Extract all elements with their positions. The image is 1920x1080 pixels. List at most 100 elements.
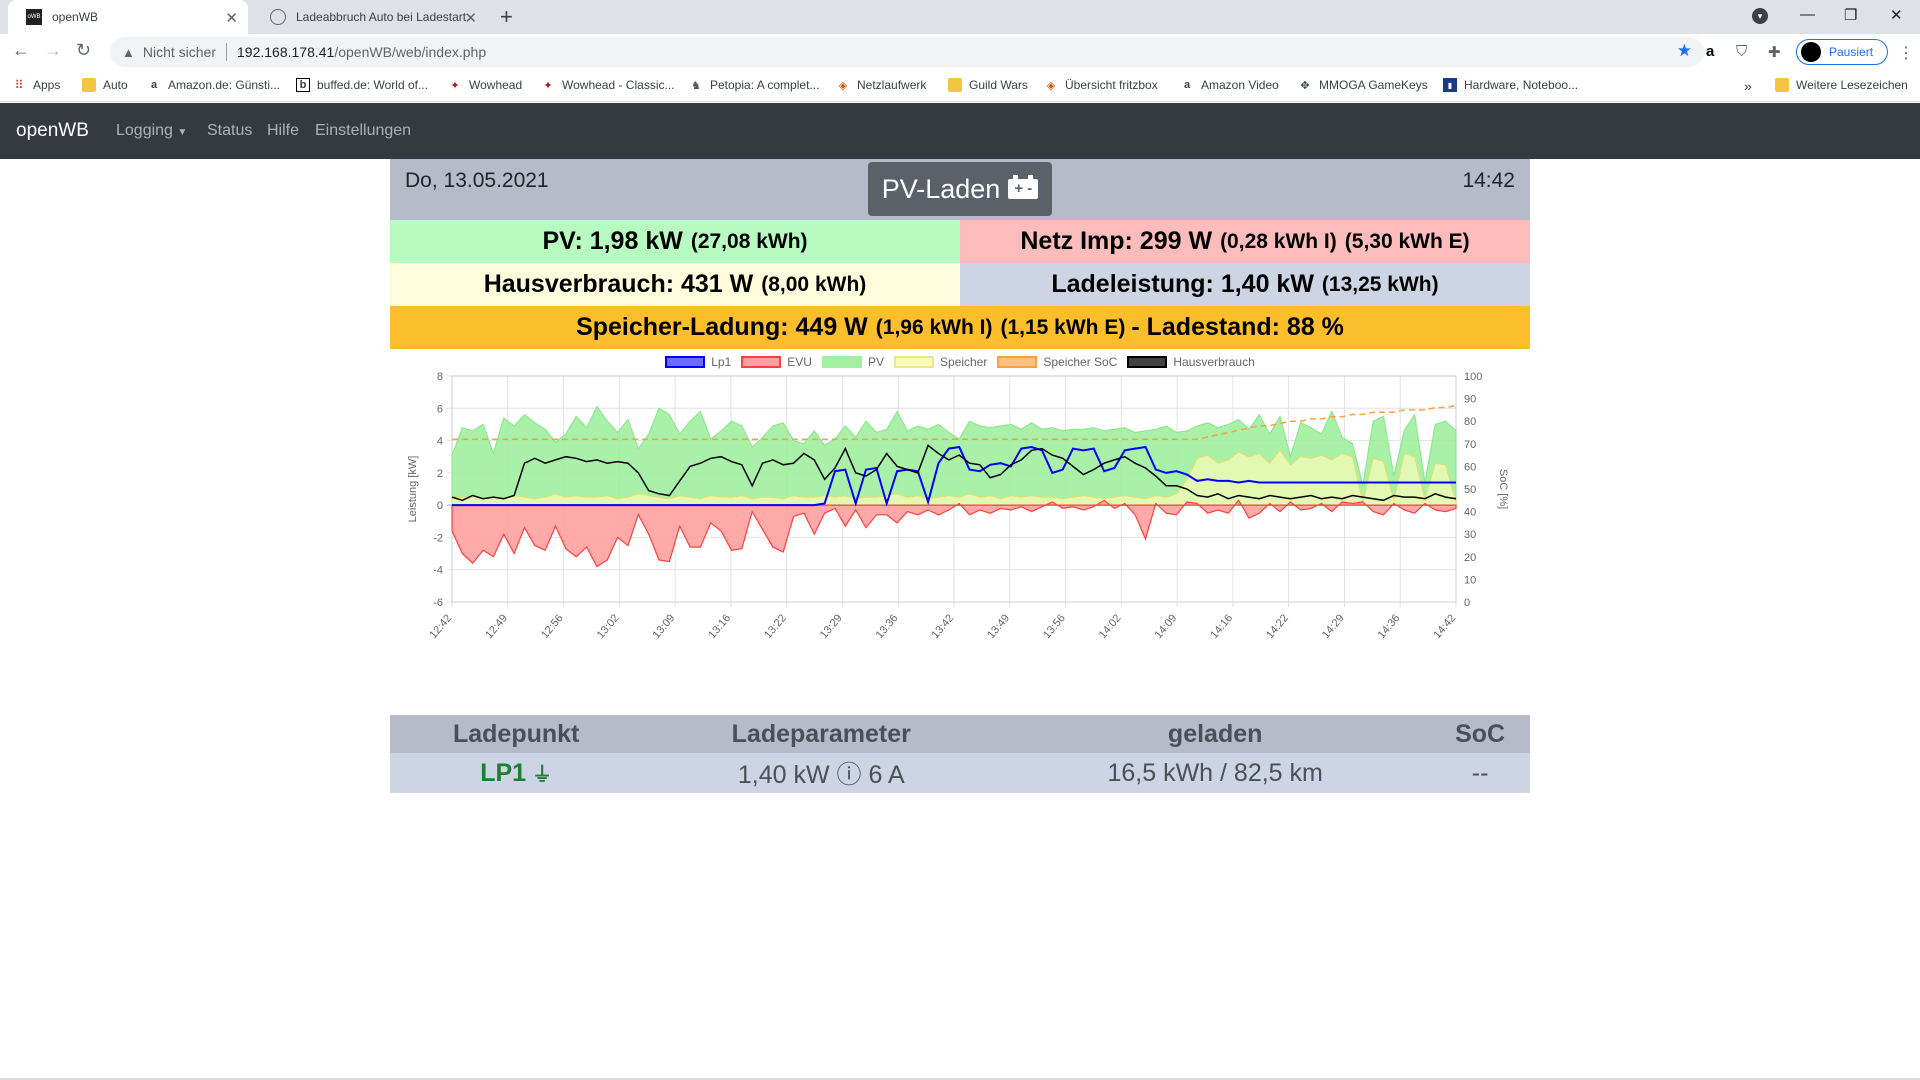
wowhead-icon: ✦ (543, 79, 553, 92)
bookmark-netzlaufwerk[interactable]: ◈ Netzlaufwerk (836, 78, 927, 92)
omnibox-divider (226, 43, 228, 61)
security-label[interactable]: Nicht sicher (142, 44, 217, 60)
bookmark-fritzbox[interactable]: ◈ Übersicht fritzbox (1044, 78, 1158, 92)
bookmarks-more-icon[interactable]: » (1744, 78, 1752, 94)
time-display: 14:42 (1462, 169, 1515, 192)
speicher-stat: Speicher-Ladung: 449 W (1,96 kWh I) (1,1… (390, 306, 1530, 349)
url-host[interactable]: 192.168.178.41 (237, 44, 335, 60)
speicher-power: Speicher-Ladung: 449 W (576, 313, 868, 341)
legend-item[interactable]: Speicher SoC (997, 355, 1117, 369)
bookmark-label: Petopia: A complet... (710, 78, 820, 92)
bookmark-label: Netzlaufwerk (857, 78, 927, 92)
legend-item[interactable]: PV (821, 355, 884, 369)
more-menu-icon[interactable]: ⋮ (1898, 45, 1914, 62)
close-icon[interactable]: ✕ (464, 10, 477, 27)
address-bar[interactable]: ▲ Nicht sicher 192.168.178.41 /openWB/we… (110, 37, 1704, 67)
tab-openwb[interactable]: oWB openWB ✕ (8, 0, 248, 34)
tab-search-icon[interactable]: ▾ (1752, 8, 1768, 24)
bookmark-star-icon[interactable]: ★ (1676, 41, 1692, 60)
lp-params[interactable]: 1,40 kW ⓘ 6 A (642, 753, 1001, 793)
netz-export: (5,30 kWh E) (1344, 229, 1470, 253)
reload-icon[interactable]: ↻ (76, 40, 92, 60)
nav-hilfe[interactable]: Hilfe (267, 122, 300, 139)
bookmark-mmoga[interactable]: ✥ MMOGA GameKeys (1298, 78, 1427, 92)
bookmark-label: Amazon Video (1201, 78, 1279, 92)
power-chart[interactable]: Lp1 EVU PV Speicher Speicher SoC Hausverbrauc… (390, 349, 1530, 715)
y2-tick-label: 100 (1464, 371, 1482, 383)
hardware-icon: ▮ (1443, 78, 1457, 92)
bookmark-amazon[interactable]: a Amazon.de: Günsti... (147, 78, 280, 92)
bookmark-buffed[interactable]: b buffed.de: World of... (296, 78, 428, 92)
haus-power: Hausverbrauch: 431 W (483, 270, 754, 298)
legend-item[interactable]: EVU (741, 355, 812, 369)
legend-item[interactable]: Lp1 (665, 355, 731, 369)
close-window-icon[interactable]: ✕ (1890, 7, 1903, 24)
shield-extension-icon[interactable]: ⛉ (1736, 43, 1748, 60)
buffed-icon: b (296, 78, 310, 92)
profile-button[interactable]: Pausiert (1796, 39, 1888, 65)
hausverbrauch-line (451, 444, 1457, 502)
minimize-icon[interactable]: — (1800, 6, 1815, 23)
tab-title: Ladeabbruch Auto bei Ladestart (296, 10, 466, 24)
extensions-puzzle-icon[interactable]: ✚ (1768, 44, 1781, 61)
mmoga-icon: ✥ (1300, 79, 1310, 92)
lp-name[interactable]: LP1 (480, 759, 527, 787)
brand-link[interactable]: openWB (16, 120, 89, 141)
bookmark-amazon-video[interactable]: a Amazon Video (1180, 78, 1279, 92)
bookmark-auto[interactable]: Auto (82, 78, 128, 92)
bookmark-label: Hardware, Noteboo... (1464, 78, 1579, 92)
bookmark-label: buffed.de: World of... (317, 78, 428, 92)
url-path[interactable]: /openWB/web/index.php (334, 44, 487, 60)
legend-label: Hausverbrauch (1173, 355, 1255, 369)
warning-icon[interactable]: ▲ (122, 44, 135, 60)
charge-mode-button[interactable]: PV-Laden + - (868, 162, 1052, 216)
restore-icon[interactable]: ❐ (1844, 7, 1858, 24)
speicher-soc-line (452, 404, 1457, 441)
bookmark-hardware[interactable]: ▮ Hardware, Noteboo... (1443, 78, 1578, 92)
speicher-import: (1,96 kWh I) (875, 315, 993, 339)
back-icon[interactable]: ← (12, 40, 30, 60)
amazon-icon: a (1183, 79, 1191, 91)
lp-name-cell[interactable]: LP1 ⏚ (390, 753, 643, 793)
legend-swatch (1127, 356, 1168, 368)
nav-status[interactable]: Status (207, 122, 253, 139)
y2-tick-label: 90 (1464, 394, 1476, 406)
legend-item[interactable]: Hausverbrauch (1127, 355, 1255, 369)
bookmark-wowhead-classic[interactable]: ✦ Wowhead - Classic... (541, 78, 674, 92)
bookmark-petopia[interactable]: ♞ Petopia: A complet... (689, 78, 819, 92)
y2-tick-label: 40 (1464, 507, 1476, 519)
chart-legend: Lp1 EVU PV Speicher Speicher SoC Hausverbrauc… (390, 355, 1530, 369)
new-tab-icon[interactable]: + (500, 4, 513, 29)
folder-icon (948, 78, 962, 92)
legend-item[interactable]: Speicher (893, 355, 988, 369)
nav-logging[interactable]: Logging ▼ (116, 122, 187, 140)
legend-swatch (665, 356, 706, 368)
y2-tick-label: 60 (1464, 461, 1476, 473)
legend-label: Speicher (939, 355, 988, 369)
close-icon[interactable]: ✕ (225, 10, 238, 27)
y2-tick-label: 30 (1464, 529, 1476, 541)
y2-tick-label: 70 (1464, 439, 1476, 451)
bookmark-guild-wars[interactable]: Guild Wars (948, 78, 1028, 92)
lp-charged: 16,5 kWh / 82,5 km (1000, 753, 1431, 793)
bookmark-apps[interactable]: ⠿ Apps (12, 78, 61, 92)
bookmark-label: Wowhead (469, 78, 523, 92)
x-tick-label: 13:56 (1041, 612, 1068, 641)
tab-ladeabbruch[interactable]: Ladeabbruch Auto bei Ladestart ✕ (252, 0, 487, 34)
y2-tick-label: 50 (1464, 484, 1476, 496)
forward-icon[interactable]: → (44, 40, 62, 60)
y-tick-label: 4 (437, 436, 443, 448)
x-tick-label: 14:09 (1153, 612, 1180, 641)
bookmark-other[interactable]: Weitere Lesezeichen (1775, 78, 1908, 92)
bookmarks-bar: ⠿ Apps Auto a Amazon.de: Günsti... b buf… (0, 70, 1920, 102)
plug-icon: ⏚ (532, 764, 553, 786)
bookmark-wowhead[interactable]: ✦ Wowhead (448, 78, 522, 92)
amazon-extension-icon[interactable]: a (1706, 43, 1715, 60)
x-tick-label: 13:02 (595, 612, 622, 641)
nav-einstellungen[interactable]: Einstellungen (315, 122, 412, 139)
stats-row-2: Hausverbrauch: 431 W (8,00 kWh) Ladeleis… (390, 263, 1530, 306)
x-tick-label: 14:36 (1376, 612, 1403, 641)
table-row[interactable]: LP1 ⏚ 1,40 kW ⓘ 6 A 16,5 kWh / 82,5 km -- (390, 753, 1530, 793)
stats-row-1: PV: 1,98 kW (27,08 kWh) Netz Imp: 299 W … (390, 220, 1530, 263)
